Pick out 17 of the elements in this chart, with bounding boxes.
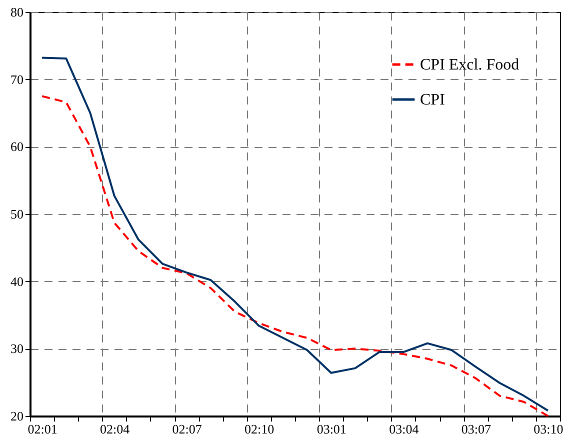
y-tick-label: 50: [10, 206, 24, 222]
x-tick-label: 02:07: [172, 422, 202, 436]
x-tick-label: 02:01: [28, 422, 58, 436]
y-tick-label: 40: [10, 274, 24, 289]
x-tick-label: 03:04: [389, 422, 420, 436]
y-tick-label: 30: [10, 341, 24, 356]
y-tick-label: 80: [10, 4, 24, 20]
y-tick-label: 20: [10, 408, 24, 424]
x-tick-label: 03:10: [534, 422, 564, 436]
y-tick-label: 60: [10, 139, 24, 154]
x-tick-label: 02:10: [244, 422, 274, 436]
x-tick-label: 03:01: [316, 422, 346, 436]
x-tick-label: 03:07: [461, 422, 492, 436]
legend-label: CPI: [420, 92, 445, 108]
x-tick-label: 02:04: [100, 422, 130, 436]
legend-label: CPI Excl. Food: [420, 56, 520, 74]
y-tick-label: 70: [10, 72, 24, 87]
